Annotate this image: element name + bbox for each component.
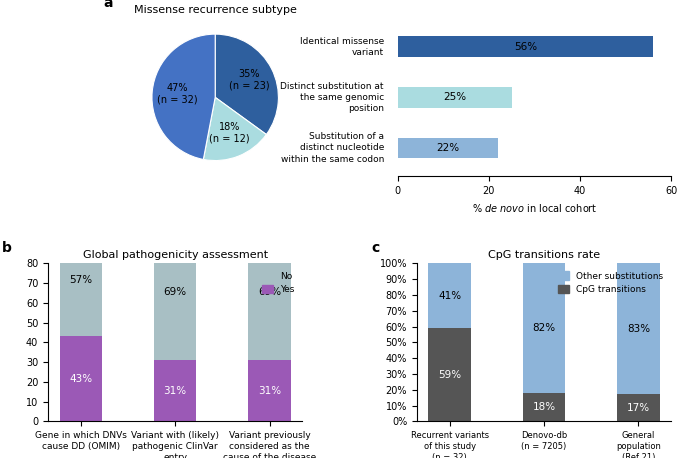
Text: 57%: 57% (69, 275, 92, 285)
Bar (60, 224, 102, 337)
Bar (523, 393, 565, 421)
Legend: No, Yes: No, Yes (258, 268, 298, 298)
Text: 31%: 31% (258, 386, 281, 396)
Text: a: a (103, 0, 112, 11)
Bar (154, 224, 197, 360)
Wedge shape (215, 34, 278, 135)
Bar (617, 394, 660, 421)
Bar (397, 37, 653, 57)
Bar (617, 263, 660, 394)
Text: 83%: 83% (627, 324, 650, 334)
Text: 69%: 69% (164, 287, 187, 297)
Bar (249, 224, 291, 360)
Text: 69%: 69% (258, 287, 281, 297)
Text: Distinct substitution at
the same genomic
position: Distinct substitution at the same genomi… (280, 82, 384, 113)
Bar (154, 360, 197, 421)
Text: 25%: 25% (443, 93, 466, 102)
Bar (523, 263, 565, 393)
Bar (397, 87, 512, 108)
Bar (428, 263, 471, 328)
Bar (428, 328, 471, 421)
Text: 18%
(n = 12): 18% (n = 12) (209, 122, 249, 143)
Text: Substitution of a
distinct nucleotide
within the same codon: Substitution of a distinct nucleotide wi… (281, 132, 384, 164)
Wedge shape (203, 98, 266, 161)
Text: Identical missense
variant: Identical missense variant (300, 37, 384, 57)
Text: 18%: 18% (532, 402, 556, 412)
Text: c: c (371, 241, 379, 256)
Legend: Other substitutions, CpG transitions: Other substitutions, CpG transitions (554, 268, 667, 298)
Text: 22%: 22% (436, 143, 460, 153)
Text: 43%: 43% (69, 374, 92, 384)
Bar (249, 360, 291, 421)
Wedge shape (152, 34, 215, 159)
Title: Missense recurrence subtype: Missense recurrence subtype (134, 5, 297, 15)
Text: b: b (2, 241, 12, 256)
X-axis label: % $\mathit{de\ novo}$ in local cohort: % $\mathit{de\ novo}$ in local cohort (472, 202, 597, 213)
Text: 31%: 31% (164, 386, 187, 396)
Text: 41%: 41% (438, 291, 461, 301)
Text: 17%: 17% (627, 403, 650, 413)
Bar (60, 337, 102, 421)
Title: Global pathogenicity assessment: Global pathogenicity assessment (83, 250, 268, 260)
Text: 56%: 56% (514, 42, 537, 52)
Title: CpG transitions rate: CpG transitions rate (488, 250, 600, 260)
Bar (397, 138, 498, 158)
Text: 35%
(n = 23): 35% (n = 23) (229, 69, 269, 91)
Text: 59%: 59% (438, 370, 461, 380)
Text: 47%
(n = 32): 47% (n = 32) (157, 83, 198, 104)
Text: 82%: 82% (532, 323, 556, 333)
